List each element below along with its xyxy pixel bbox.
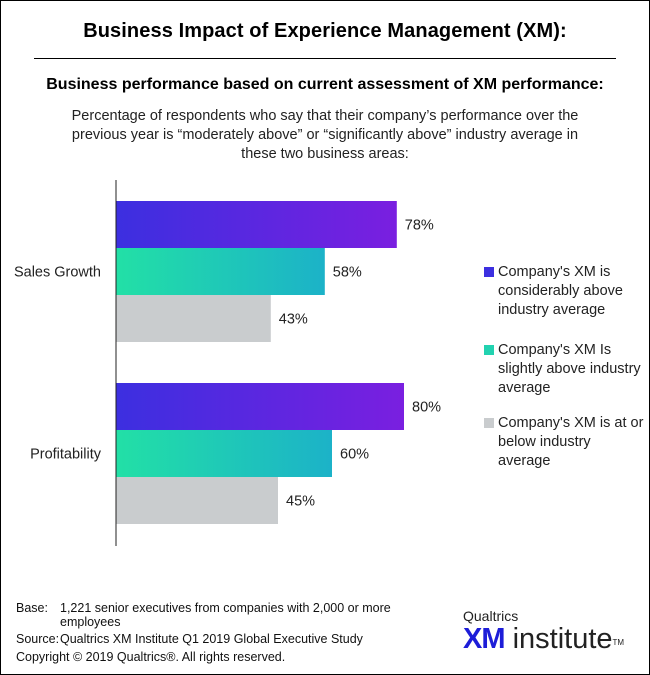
bar-sales-growth-series-2 (116, 295, 271, 342)
category-label-profitability: Profitability (30, 447, 102, 463)
base-text: 1,221 senior executives from companies w… (60, 601, 391, 629)
title-divider (34, 58, 616, 59)
bar-sales-growth-series-0 (116, 201, 397, 248)
legend-label: Company's XM is considerably above indus… (498, 264, 623, 318)
logo-wordmark: XM instituteTM (463, 624, 638, 654)
logo-institute: institute (512, 623, 613, 655)
bar-profitability-series-2 (116, 477, 278, 524)
xm-institute-logo: Qualtrics XM instituteTM (463, 608, 638, 654)
legend-swatch (484, 345, 494, 355)
data-label-sales-growth-series-1: 58% (333, 265, 362, 281)
base-label: Base: (16, 601, 48, 615)
data-label-profitability-series-1: 60% (340, 447, 369, 463)
footer: Base: 1,221 senior executives from compa… (16, 601, 440, 664)
data-label-profitability-series-2: 45% (286, 494, 315, 510)
footer-base: Base: 1,221 senior executives from compa… (16, 601, 440, 629)
source-label: Source: (16, 632, 60, 646)
source-text: Qualtrics XM Institute Q1 2019 Global Ex… (60, 632, 363, 646)
chart-subtitle: Business performance based on current as… (46, 76, 604, 93)
legend-swatch (484, 418, 494, 428)
chart-title: Business Impact of Experience Management… (83, 20, 567, 42)
bar-sales-growth-series-1 (116, 248, 325, 295)
legend-label: Company's XM Is slightly above industry … (498, 342, 641, 396)
legend-swatch (484, 267, 494, 277)
bar-profitability-series-0 (116, 383, 404, 430)
copyright: Copyright © 2019 Qualtrics®. All rights … (16, 650, 286, 664)
legend-label: Company's XM is at or below industry ave… (498, 415, 644, 469)
data-label-sales-growth-series-0: 78% (405, 218, 434, 234)
data-label-sales-growth-series-2: 43% (279, 312, 308, 328)
category-label-sales-growth: Sales Growth (14, 265, 101, 281)
logo-trademark: TM (612, 638, 625, 647)
logo-qualtrics-text: Qualtrics (463, 608, 519, 624)
logo-xm: XM (463, 623, 505, 655)
footer-source: Source: Qualtrics XM Institute Q1 2019 G… (16, 632, 440, 646)
chart-description: Percentage of respondents who say that t… (71, 108, 579, 162)
bar-profitability-series-1 (116, 430, 332, 477)
data-label-profitability-series-0: 80% (412, 400, 441, 416)
